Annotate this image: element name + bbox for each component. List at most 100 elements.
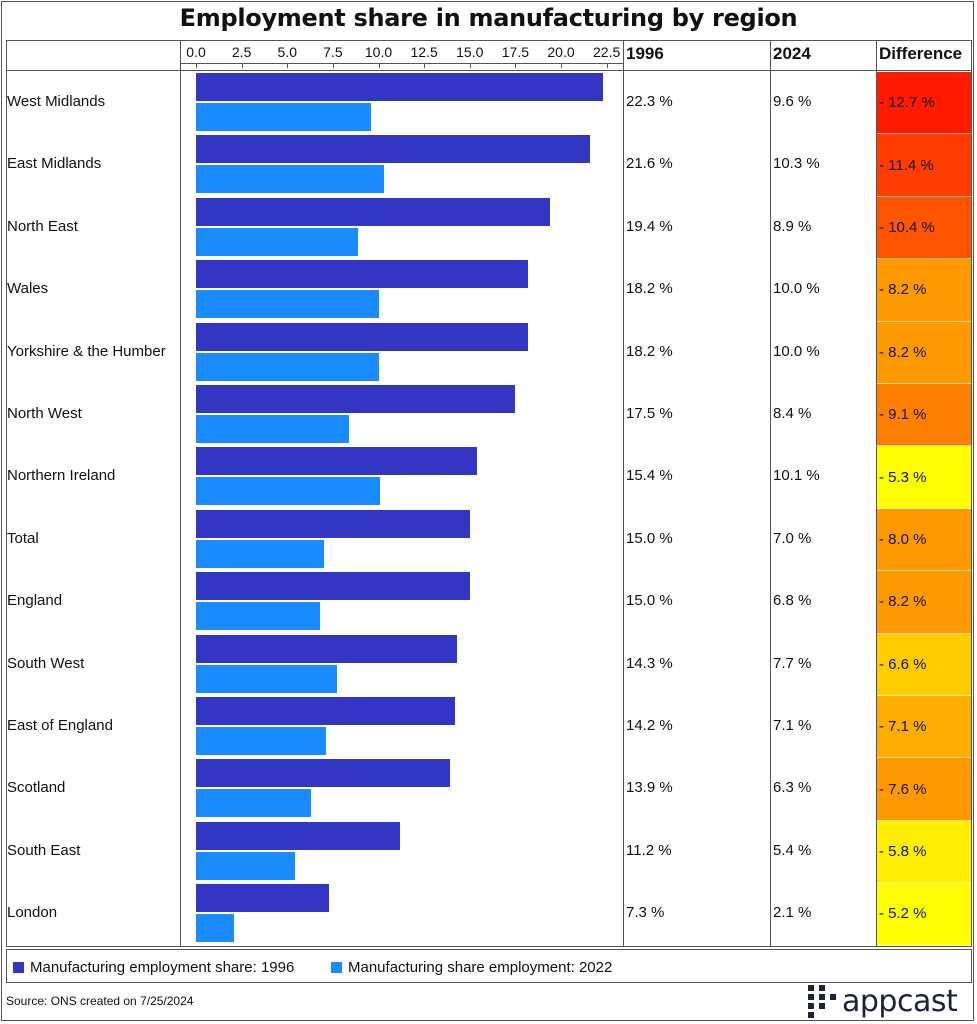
x-tick-label: 12.5 (410, 44, 438, 60)
legend-swatch-2022 (331, 962, 342, 973)
x-tick-mark (378, 63, 380, 68)
bar-1996 (196, 697, 456, 725)
value-2024: 8.4 % (773, 405, 812, 422)
value-1996: 18.2 % (626, 342, 673, 360)
value-2024: 6.3 % (773, 779, 812, 797)
value-1996: 14.2 % (626, 717, 673, 734)
bar-1996 (196, 135, 591, 164)
bar-1996 (196, 634, 457, 663)
difference-cell: - 6.6 % (877, 633, 971, 696)
bar-1996 (196, 385, 516, 413)
legend: Manufacturing employment share: 1996 Man… (6, 949, 972, 983)
row-label: North East (7, 217, 78, 235)
bar-1996 (196, 509, 470, 538)
x-tick-mark (332, 63, 334, 68)
bar-2022 (196, 103, 372, 131)
value-1996: 22.3 % (626, 93, 673, 110)
x-tick-label: 15.0 (456, 44, 484, 60)
value-2024: 8.9 % (773, 217, 812, 235)
x-tick-mark (196, 63, 197, 68)
difference-cell: - 5.8 % (877, 820, 971, 884)
row-label: Total (7, 529, 39, 547)
bar-2022 (196, 165, 384, 194)
value-2024: 6.8 % (773, 592, 812, 610)
row-label: South West (7, 654, 85, 672)
difference-cell: - 8.2 % (877, 571, 971, 634)
col-header-2024: 2024 (773, 44, 811, 63)
row-label: South East (7, 841, 81, 859)
difference-cell: - 7.6 % (877, 758, 971, 821)
legend-swatch-1996 (13, 962, 24, 973)
chart-title: Employment share in manufacturing by reg… (179, 4, 798, 32)
value-1996: 17.5 % (626, 405, 673, 422)
appcast-mark-icon (808, 984, 836, 1018)
row-label: Yorkshire & the Humber (7, 342, 166, 360)
row-label: London (7, 904, 58, 922)
bar-2022 (196, 477, 381, 506)
x-tick-mark (241, 63, 243, 68)
appcast-wordmark: appcast (842, 984, 958, 1019)
bar-2022 (196, 789, 311, 818)
header-divider (6, 70, 972, 71)
value-1996: 18.2 % (626, 280, 673, 298)
x-tick-mark (606, 63, 608, 68)
x-tick-label: 2.5 (231, 44, 252, 60)
bar-2022 (196, 727, 326, 755)
x-tick-label: 20.0 (547, 44, 575, 60)
x-tick-label: 22.5 (593, 44, 621, 60)
bar-1996 (196, 759, 450, 788)
row-label: England (7, 592, 63, 610)
row-label: East Midlands (7, 155, 102, 173)
value-1996: 15.0 % (626, 529, 673, 547)
value-1996: 11.2 % (626, 841, 672, 859)
divider (623, 40, 624, 947)
value-1996: 14.3 % (626, 654, 673, 672)
bar-2022 (196, 851, 295, 880)
difference-cell: - 5.2 % (877, 883, 971, 946)
source-note: Source: ONS created on 7/25/2024 (6, 994, 194, 1008)
bar-2022 (196, 290, 379, 319)
bar-1996 (196, 260, 529, 289)
value-2024: 10.0 % (773, 342, 820, 360)
value-2024: 7.1 % (773, 717, 812, 734)
difference-cell: - 5.3 % (877, 446, 971, 509)
x-tick-mark (424, 63, 426, 68)
difference-cell: - 8.2 % (877, 321, 971, 384)
difference-cell: - 12.7 % (877, 72, 971, 135)
value-2024: 10.1 % (773, 467, 820, 485)
row-label: West Midlands (7, 93, 106, 110)
bar-1996 (196, 197, 551, 226)
appcast-logo: appcast (808, 984, 958, 1019)
row-label: North West (7, 405, 82, 422)
row-label: Northern Ireland (7, 467, 116, 485)
value-1996: 13.9 % (626, 779, 673, 797)
legend-label-1996: Manufacturing employment share: 1996 (30, 959, 295, 976)
value-2024: 2.1 % (773, 904, 812, 922)
legend-label-2022: Manufacturing share employment: 2022 (348, 959, 613, 976)
bar-1996 (196, 447, 478, 476)
bar-1996 (196, 821, 401, 850)
bar-1996 (196, 884, 330, 913)
value-2024: 7.0 % (773, 529, 812, 547)
divider (180, 40, 181, 947)
value-1996: 15.4 % (626, 467, 673, 485)
divider (770, 40, 771, 947)
difference-cell: - 8.2 % (877, 259, 971, 322)
x-tick-label: 17.5 (501, 44, 529, 60)
bar-1996 (196, 572, 470, 601)
difference-cell: - 10.4 % (877, 196, 971, 260)
value-2024: 7.7 % (773, 654, 812, 672)
x-tick-mark (515, 63, 517, 68)
bar-2022 (196, 664, 337, 693)
row-label: East of England (7, 717, 113, 734)
col-header-difference: Difference (879, 44, 963, 63)
x-tick-label: 5.0 (277, 44, 297, 60)
x-axis-line (180, 63, 623, 64)
value-1996: 7.3 % (626, 904, 665, 922)
data-table (6, 40, 972, 947)
bar-2022 (196, 227, 359, 256)
difference-cell: - 11.4 % (877, 134, 971, 197)
value-2024: 5.4 % (773, 841, 812, 859)
difference-cell: - 9.1 % (877, 384, 971, 447)
